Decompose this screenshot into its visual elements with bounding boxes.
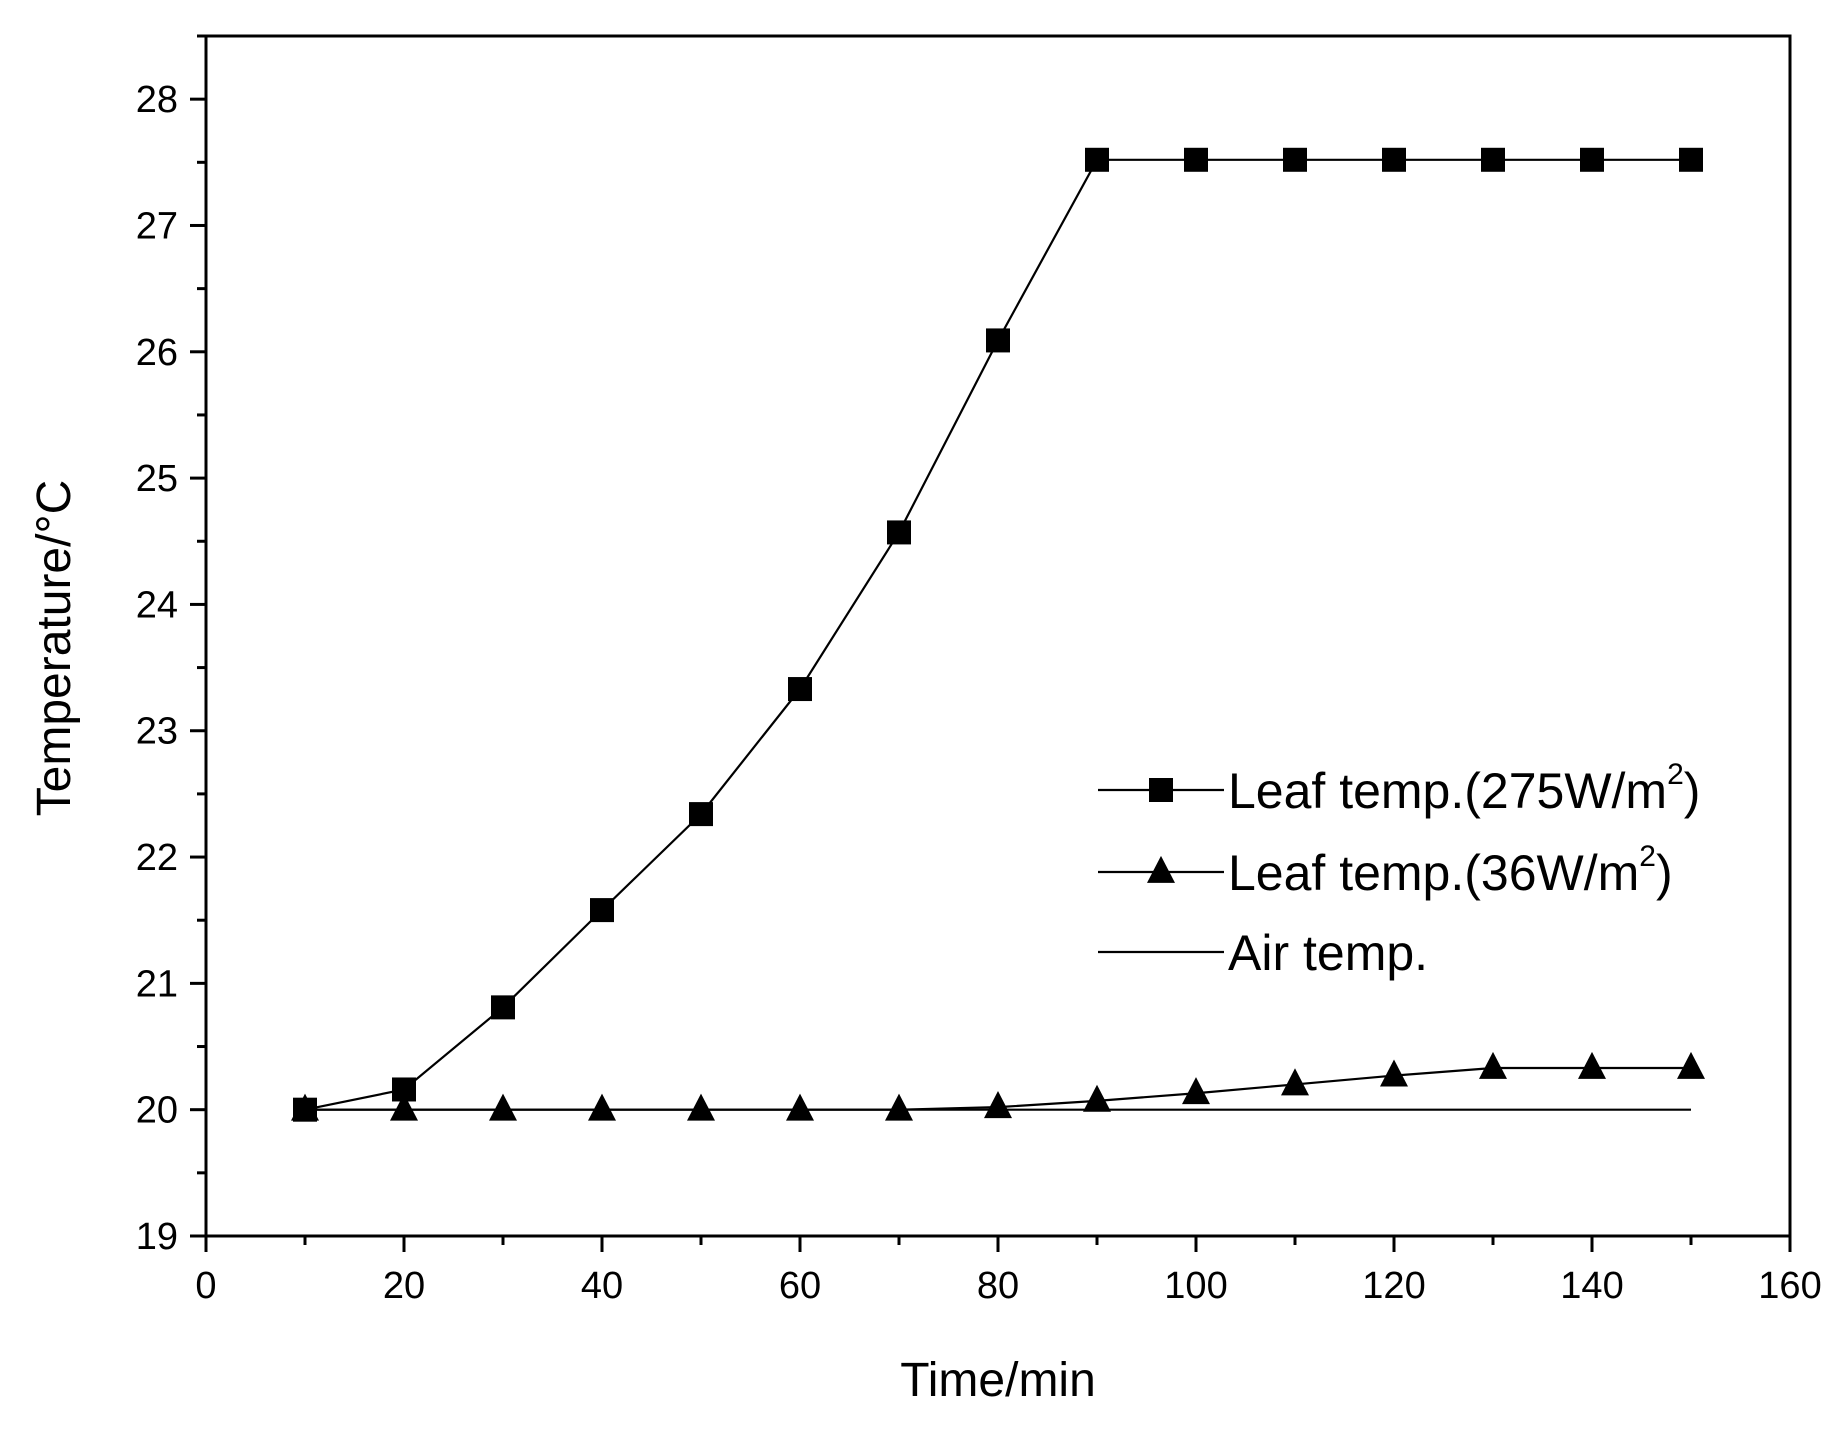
series-1-point (887, 520, 911, 545)
y-tick-label: 19 (136, 1216, 178, 1258)
series-1-point (1283, 147, 1307, 172)
x-tick-label: 60 (779, 1265, 821, 1307)
x-axis-title: Time/min (900, 1354, 1096, 1407)
legend-label-2: Leaf temp.(36W/m2) (1228, 840, 1673, 901)
x-tick-label: 0 (195, 1265, 216, 1307)
series-1-point (491, 995, 515, 1020)
series-2-point (489, 1093, 517, 1121)
series-2-point (390, 1093, 418, 1121)
series-1-point (689, 802, 713, 827)
x-tick-label: 80 (977, 1265, 1019, 1307)
series-2-point (1083, 1084, 1111, 1112)
legend-marker-2 (1147, 855, 1175, 883)
series-1-point (1679, 147, 1703, 172)
y-tick-label: 28 (136, 79, 178, 121)
y-tick-label: 22 (136, 837, 178, 879)
x-tick-label: 120 (1362, 1265, 1425, 1307)
y-tick-label: 26 (136, 332, 178, 374)
y-tick-label: 25 (136, 458, 178, 500)
series-2-point (786, 1093, 814, 1121)
series-2-point (885, 1093, 913, 1121)
series-2-point (1677, 1051, 1705, 1079)
x-tick-label: 160 (1758, 1265, 1821, 1307)
y-tick-label: 20 (136, 1090, 178, 1132)
y-axis-title: Temperature/°C (28, 480, 81, 817)
series-1-point (1085, 147, 1109, 172)
series-1-point (1184, 147, 1208, 172)
y-tick-label: 21 (136, 963, 178, 1005)
series-1-point (986, 328, 1010, 353)
x-tick-label: 100 (1164, 1265, 1227, 1307)
x-tick-label: 20 (383, 1265, 425, 1307)
series-2-point (1281, 1068, 1309, 1096)
series-2-point (1578, 1051, 1606, 1079)
series-1-point (590, 898, 614, 923)
series-1-point (1481, 147, 1505, 172)
y-tick-label: 24 (136, 584, 178, 626)
series-line-1 (304, 158, 1691, 1111)
series-1-point (788, 677, 812, 702)
series-1-point (1382, 147, 1406, 172)
x-tick-label: 40 (581, 1265, 623, 1307)
series-2-point (984, 1091, 1012, 1119)
legend-label-1: Leaf temp.(275W/m2) (1228, 758, 1700, 819)
series-2-point (687, 1093, 715, 1121)
series-2-point (588, 1093, 616, 1121)
series-2-point (1380, 1059, 1408, 1087)
x-tick-label: 140 (1560, 1265, 1623, 1307)
series-2-point (291, 1093, 319, 1121)
y-tick-label: 23 (136, 711, 178, 753)
legend-label-3: Air temp. (1228, 925, 1428, 981)
series-1-point (1580, 147, 1604, 172)
y-tick-label: 27 (136, 205, 178, 247)
legend-marker-1 (1149, 778, 1173, 802)
series-2-point (1479, 1051, 1507, 1079)
series-2-point (1182, 1077, 1210, 1105)
